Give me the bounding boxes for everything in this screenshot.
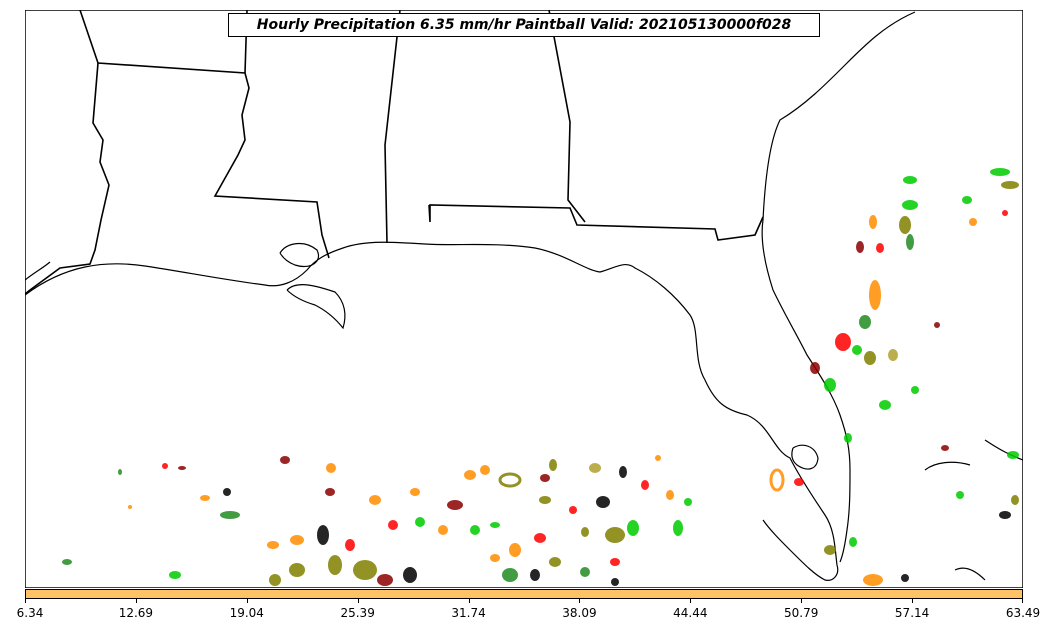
colorbar-tick-label: 6.34 <box>16 606 44 620</box>
colorbar-tick <box>579 599 581 603</box>
colorbar-tick <box>690 599 692 603</box>
map-canvas <box>25 10 1023 588</box>
colorbar-tick <box>1022 599 1023 603</box>
colorbar-tick <box>801 599 803 603</box>
colorbar-tick <box>468 599 470 603</box>
colorbar-tick-label: 44.44 <box>673 606 708 620</box>
map-title: Hourly Precipitation 6.35 mm/hr Paintbal… <box>228 13 820 37</box>
state-borders <box>25 10 764 295</box>
colorbar-tick-label: 12.69 <box>118 606 154 620</box>
coastline <box>25 11 1023 581</box>
colorbar-tick-label: 50.79 <box>784 606 819 620</box>
colorbar-tick <box>25 599 26 603</box>
colorbar <box>25 589 1023 599</box>
colorbar-tick-label: 38.09 <box>562 606 597 620</box>
precip-blobs <box>62 168 1019 586</box>
colorbar-tick-label: 31.74 <box>451 606 486 620</box>
colorbar-tick-label: 19.04 <box>229 606 264 620</box>
colorbar-tick <box>357 599 359 603</box>
colorbar-tick-label: 63.49 <box>1005 606 1041 620</box>
colorbar-tick <box>246 599 248 603</box>
colorbar-tick <box>135 599 137 603</box>
map-frame <box>25 10 1023 588</box>
colorbar-tick-label: 25.39 <box>340 606 375 620</box>
colorbar-tick-label: 57.14 <box>894 606 930 620</box>
colorbar-tick <box>912 599 914 603</box>
